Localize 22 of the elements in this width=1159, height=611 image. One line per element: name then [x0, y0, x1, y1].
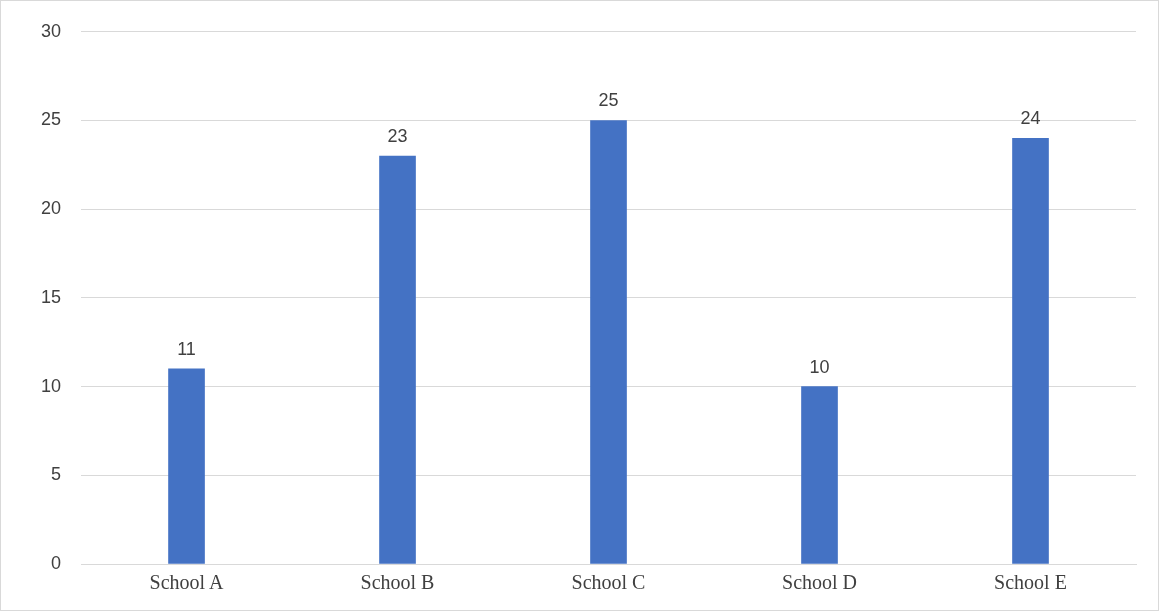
x-tick-label: School B [360, 571, 435, 594]
y-tick-label: 25 [40, 109, 62, 130]
y-tick-label: 30 [40, 20, 62, 41]
bar [168, 368, 205, 564]
y-tick-label: 15 [40, 286, 62, 307]
data-label: 23 [387, 125, 408, 146]
data-label: 10 [809, 356, 830, 377]
data-label: 24 [1020, 108, 1041, 129]
y-tick-label: 20 [40, 198, 62, 219]
y-tick-label: 10 [40, 375, 62, 396]
bar [379, 155, 416, 564]
y-tick-label: 5 [51, 464, 62, 485]
x-tick-label: School C [571, 571, 646, 594]
y-tick-label: 0 [51, 552, 62, 573]
data-label: 11 [177, 338, 196, 359]
data-label: 25 [598, 90, 619, 111]
x-tick-label: School E [994, 571, 1067, 594]
bar [1012, 137, 1049, 564]
x-tick-label: School D [782, 571, 858, 594]
bar [590, 120, 627, 564]
bar [801, 386, 838, 564]
x-tick-label: School A [149, 571, 225, 594]
